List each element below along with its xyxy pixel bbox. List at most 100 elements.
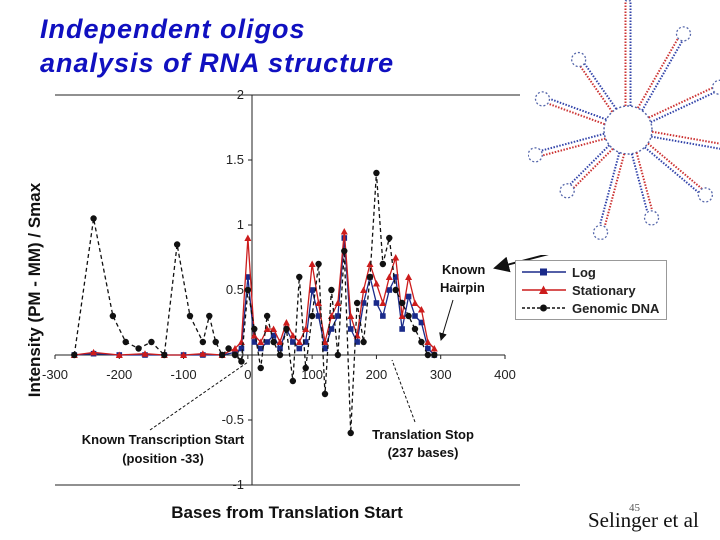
data-point-genomic-dna — [90, 215, 97, 222]
data-point-genomic-dna — [328, 286, 335, 294]
rna-stem-strand — [641, 40, 684, 111]
data-point-stationary — [237, 338, 245, 345]
data-point-log — [302, 339, 309, 345]
data-point-genomic-dna — [71, 351, 78, 359]
rna-stem-strand — [651, 135, 720, 150]
x-axis-label: Bases from Translation Start — [171, 503, 403, 522]
data-point-log — [412, 313, 418, 319]
data-point-genomic-dna — [360, 338, 367, 346]
rna-hairpin-loop — [534, 91, 551, 107]
data-point-genomic-dna — [251, 325, 258, 333]
data-point-genomic-dna — [186, 312, 194, 320]
x-tick-label: -100 — [171, 367, 197, 382]
data-point-genomic-dna — [257, 364, 264, 372]
y-tick-label: -0.5 — [222, 412, 244, 427]
data-point-log — [354, 339, 360, 345]
series-line-genomic-dna — [73, 172, 435, 434]
data-point-stationary — [417, 306, 425, 313]
rna-hairpin-loop — [643, 210, 660, 226]
data-point-genomic-dna — [109, 312, 117, 320]
data-point-log — [380, 313, 386, 319]
y-tick-label: 1.5 — [226, 152, 244, 167]
x-tick-label: 200 — [366, 367, 388, 382]
rna-image-background — [528, 0, 720, 255]
legend-entry-genomic-dna: Genomic DNA — [516, 300, 666, 318]
data-point-stationary — [276, 338, 284, 345]
chart-legend: Log Stationary Genomic DNA — [515, 260, 667, 320]
legend-label-log: Log — [572, 265, 596, 280]
data-point-stationary — [295, 338, 303, 345]
y-tick-label: -1 — [232, 477, 244, 492]
data-point-genomic-dna — [225, 345, 232, 352]
data-point-stationary — [90, 348, 98, 356]
data-point-genomic-dna — [289, 377, 297, 385]
y-tick-label: 1 — [237, 217, 244, 232]
data-point-log — [386, 287, 393, 293]
data-point-stationary — [430, 345, 438, 352]
transcription-start-annotation: Known Transcription Start (position -33) — [82, 361, 249, 466]
slide-number: 45 — [629, 502, 640, 514]
rna-hairpin-loop — [571, 51, 587, 68]
data-point-genomic-dna — [386, 234, 393, 242]
data-point-genomic-dna — [431, 351, 438, 359]
data-point-genomic-dna — [122, 338, 129, 346]
translation-stop-label-line-1: Translation Stop — [372, 427, 474, 442]
rna-hairpin-loop — [559, 183, 575, 199]
x-tick-label: -300 — [42, 367, 68, 382]
data-point-log — [405, 293, 412, 300]
known-hairpin-label-line-1: Known — [442, 262, 485, 277]
data-point-genomic-dna — [161, 351, 168, 359]
rna-central-loop — [603, 105, 653, 155]
data-point-log — [245, 274, 251, 280]
data-point-genomic-dna — [347, 429, 354, 437]
data-point-stationary — [270, 325, 278, 332]
data-point-stationary — [340, 228, 348, 235]
rna-stem-strand — [583, 63, 618, 110]
data-point-stationary — [257, 338, 265, 345]
rna-stem-strand — [541, 132, 605, 152]
slide-title: Independent oligos analysis of RNA struc… — [40, 12, 394, 80]
y-tick-label: 0.5 — [226, 282, 244, 297]
data-point-stationary — [405, 273, 413, 280]
data-point-genomic-dna — [308, 312, 316, 320]
data-point-genomic-dna — [398, 299, 406, 307]
data-point-genomic-dna — [206, 312, 213, 320]
rna-stem-strand — [549, 97, 607, 121]
data-point-log — [296, 345, 303, 352]
data-point-log — [257, 345, 264, 352]
y-tick-label: 2 — [237, 87, 244, 102]
transcription-start-label-line-1: Known Transcription Start — [82, 432, 245, 447]
data-point-log — [309, 287, 315, 293]
data-point-stationary — [115, 351, 123, 358]
rna-hairpin-loop — [528, 147, 543, 163]
legend-label-genomic-dna: Genomic DNA — [572, 301, 660, 316]
data-point-genomic-dna — [411, 325, 419, 333]
data-point-genomic-dna — [315, 260, 322, 268]
data-point-stationary — [308, 260, 316, 267]
x-tick-label: 300 — [430, 367, 452, 382]
data-point-genomic-dna — [373, 169, 380, 177]
data-point-genomic-dna — [276, 351, 284, 359]
legend-entry-stationary: Stationary — [516, 282, 666, 300]
data-point-stationary — [372, 280, 380, 287]
rna-stem-strand — [648, 87, 713, 119]
transcription-start-label-line-2: (position -33) — [122, 451, 204, 466]
rna-secondary-structure-diagram — [528, 0, 720, 255]
data-point-stationary — [353, 332, 361, 339]
data-point-stationary — [398, 312, 406, 319]
data-point-stationary — [180, 351, 188, 358]
data-point-log — [270, 332, 277, 339]
data-point-genomic-dna — [379, 260, 387, 268]
rna-stem-strand — [636, 38, 679, 109]
legend-label-stationary: Stationary — [572, 283, 636, 298]
data-point-genomic-dna — [302, 364, 309, 372]
data-point-genomic-dna — [244, 286, 252, 294]
author-credit: Selinger et al — [588, 508, 699, 532]
data-point-stationary — [302, 325, 310, 332]
rna-stem-strand — [573, 148, 614, 189]
data-point-stationary — [289, 332, 297, 339]
rna-hairpin-loop — [675, 26, 692, 42]
data-point-log — [290, 339, 296, 345]
data-point-log — [315, 313, 322, 319]
